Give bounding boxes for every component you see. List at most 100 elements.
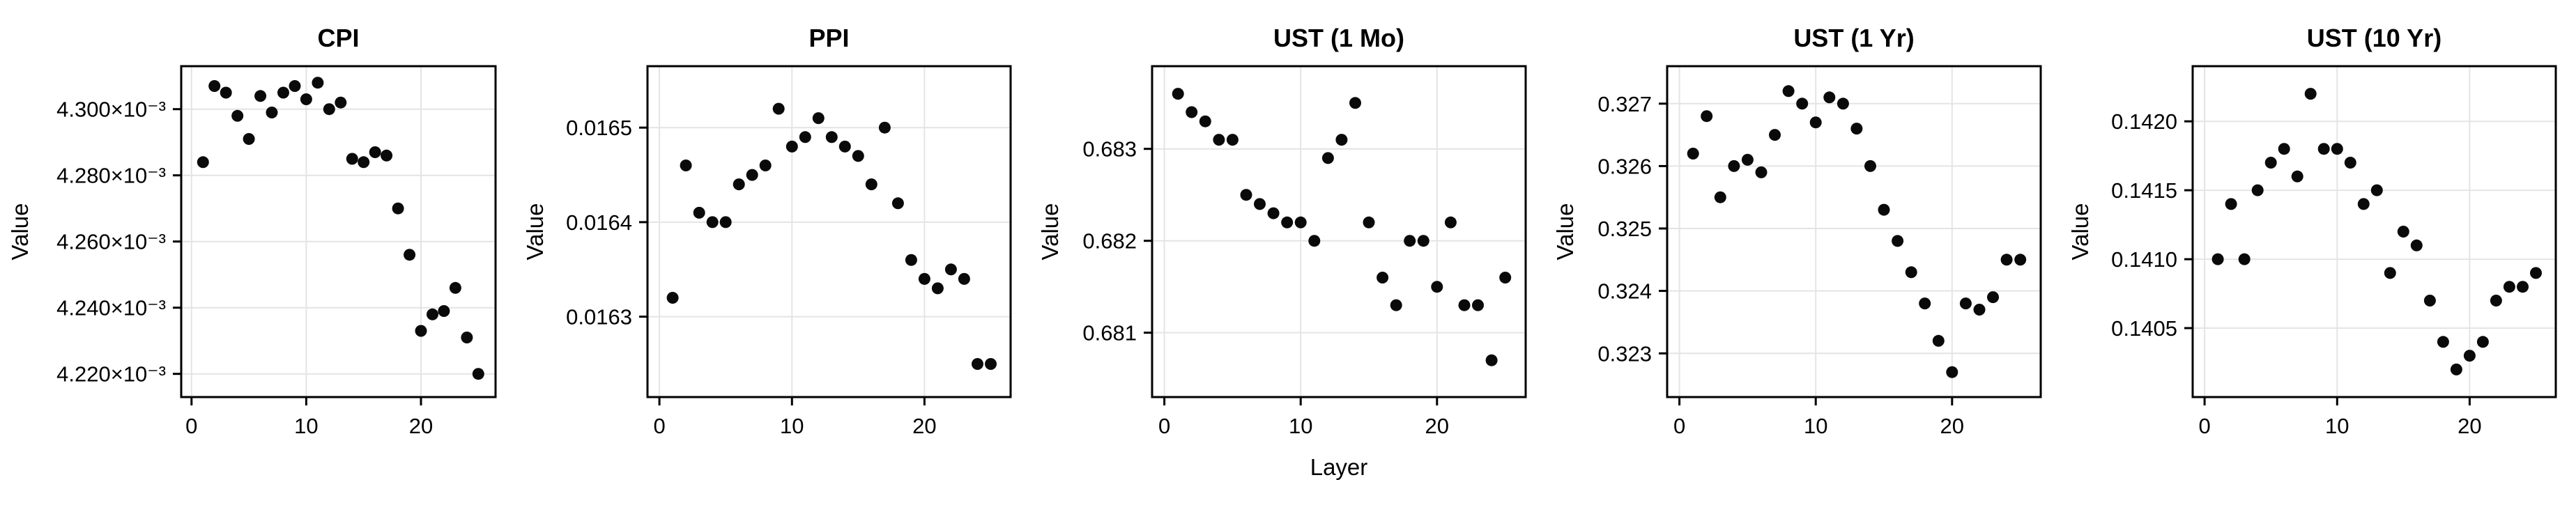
- y-tick-label: 0.326: [1597, 154, 1652, 178]
- data-point: [1864, 160, 1876, 172]
- data-point: [1377, 272, 1389, 284]
- plot-frame: [180, 65, 497, 398]
- chart-panel-ust-1yr: 0 10 20 0.323 0.324 0.325 0.326 0.327 UST (1 Yr)…: [1545, 0, 2060, 512]
- data-point: [2490, 295, 2502, 307]
- y-tick-label: 0.327: [1597, 92, 1652, 116]
- x-tick-label: 10: [2325, 414, 2349, 438]
- data-point: [825, 131, 838, 143]
- chart-panel-cpi: 0 10 20 4.220×10⁻³ 4.240×10⁻³ 4.260×10⁻³ 4.280…: [0, 0, 515, 512]
- ppi-scatter-plot: 0 10 20 0.0163 0.0164 0.0165 PPI Value: [522, 24, 1012, 438]
- data-point: [369, 146, 381, 158]
- data-point: [2423, 295, 2436, 307]
- data-point: [220, 86, 232, 99]
- data-point: [1485, 354, 1498, 366]
- data-point: [323, 103, 335, 116]
- data-point: [1472, 299, 1484, 311]
- x-tick-label: 20: [2458, 414, 2481, 438]
- data-point: [931, 282, 944, 295]
- data-point: [1213, 134, 1225, 146]
- y-axis-label: Value: [1552, 203, 1578, 261]
- x-tick-label: 20: [1940, 414, 1964, 438]
- data-point: [1321, 152, 1334, 164]
- data-point: [1769, 129, 1781, 141]
- data-point: [865, 178, 877, 191]
- x-tick-label: 10: [294, 414, 318, 438]
- data-point: [2357, 198, 2370, 210]
- data-point: [1349, 97, 1361, 109]
- data-point: [958, 272, 970, 285]
- data-point: [1892, 235, 1904, 247]
- data-point: [312, 77, 324, 89]
- data-point: [1932, 334, 1945, 347]
- x-tick-label: 0: [2198, 414, 2210, 438]
- y-tick-label: 0.1415: [2111, 178, 2177, 203]
- data-point: [2000, 254, 2013, 266]
- data-point: [1308, 235, 1321, 247]
- data-point: [2238, 253, 2251, 265]
- data-point: [1267, 207, 1280, 219]
- plot-area: [1667, 66, 2041, 397]
- x-tick-label: 0: [1158, 414, 1170, 438]
- data-point: [415, 325, 427, 337]
- data-point: [427, 308, 438, 320]
- y-tick-label: 4.240×10⁻³: [56, 296, 166, 320]
- data-point: [1431, 281, 1443, 293]
- data-point: [2370, 184, 2383, 196]
- x-tick-label: 0: [185, 414, 197, 438]
- data-point: [1186, 106, 1198, 118]
- data-point: [1905, 266, 1917, 279]
- data-point: [2278, 143, 2290, 155]
- chart-title: UST (10 Yr): [2307, 24, 2441, 52]
- data-point: [1728, 160, 1740, 172]
- data-point: [2317, 143, 2330, 155]
- data-point: [799, 131, 811, 143]
- data-point: [944, 263, 957, 276]
- data-point: [277, 86, 289, 99]
- ust-1mo-scatter-plot: 0 10 20 0.681 0.682 0.683 UST (1 Mo) Value Layer: [1037, 24, 1527, 480]
- data-point: [2530, 267, 2542, 279]
- data-point: [772, 102, 785, 115]
- x-tick-label: 10: [1804, 414, 1827, 438]
- data-point: [1714, 191, 1726, 203]
- y-tick-label: 0.1410: [2111, 247, 2177, 272]
- data-point: [905, 254, 917, 266]
- y-tick-label: 4.220×10⁻³: [56, 362, 166, 387]
- y-tick-label: 4.300×10⁻³: [56, 98, 166, 122]
- data-point: [1987, 291, 1999, 304]
- ust-10yr-scatter-plot: 0 10 20 0.1405 0.1410 0.1415 0.1420 UST (10 Yr)…: [2067, 24, 2557, 438]
- y-tick-label: 0.1420: [2111, 109, 2177, 134]
- data-point: [346, 153, 358, 165]
- data-point: [254, 90, 267, 102]
- y-tick-label: 0.683: [1082, 137, 1137, 162]
- data-point: [289, 80, 301, 92]
- data-point: [878, 121, 891, 134]
- data-point: [266, 107, 278, 118]
- x-axis-label: Layer: [1310, 454, 1368, 480]
- data-point: [2384, 267, 2396, 279]
- chart-title: PPI: [808, 24, 849, 52]
- x-tick-label: 20: [409, 414, 433, 438]
- data-point: [1390, 299, 1402, 311]
- plot-area: [647, 66, 1011, 397]
- y-tick-label: 0.324: [1597, 279, 1652, 304]
- data-point: [1404, 235, 1416, 247]
- data-point: [1837, 98, 1849, 110]
- data-point: [2211, 253, 2224, 265]
- data-point: [2476, 336, 2489, 348]
- data-point: [472, 368, 484, 380]
- data-point: [812, 112, 825, 125]
- data-point: [785, 140, 798, 153]
- data-point: [1959, 297, 1972, 310]
- plot-frame: [2191, 65, 2557, 398]
- data-point: [1172, 88, 1184, 100]
- data-point: [1444, 216, 1457, 228]
- data-point: [891, 197, 904, 210]
- data-point: [358, 156, 370, 169]
- data-point: [2410, 239, 2423, 251]
- data-point: [2291, 170, 2303, 183]
- chart-title: UST (1 Mo): [1273, 24, 1404, 52]
- chart-panel-ust-1mo: 0 10 20 0.681 0.682 0.683 UST (1 Mo) Value Layer: [1030, 0, 1545, 512]
- data-point: [1458, 299, 1471, 311]
- plot-frame: [1151, 65, 1527, 398]
- x-tick-label: 0: [1673, 414, 1685, 438]
